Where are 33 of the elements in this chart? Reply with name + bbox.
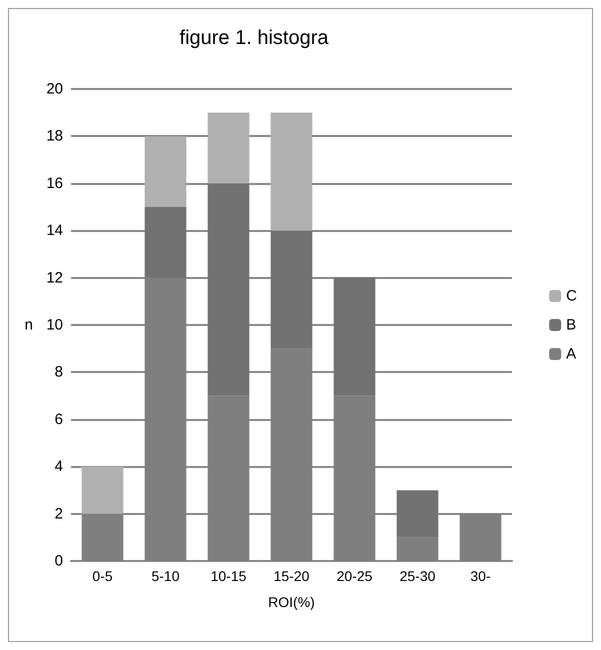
bar <box>82 466 124 514</box>
y-tick-label: 20 <box>46 80 63 98</box>
y-tick-label: 4 <box>54 458 63 476</box>
y-tick-label: 6 <box>54 410 63 428</box>
x-tick-label: 0-5 <box>92 568 113 584</box>
legend-label: C <box>566 288 578 304</box>
x-tick-label: 30- <box>470 568 491 584</box>
legend-label: A <box>566 346 576 362</box>
y-tick-label: 2 <box>54 505 63 522</box>
y-tick-label: 14 <box>46 222 63 240</box>
bar <box>396 490 438 538</box>
x-axis-title: ROI(%) <box>268 594 315 610</box>
y-tick-label: 8 <box>54 364 63 381</box>
bar <box>270 230 312 349</box>
y-tick-label: 0 <box>54 552 63 570</box>
chart-title: figure 1. histogra <box>180 27 330 49</box>
y-tick-label: 12 <box>46 269 63 286</box>
x-tick-label: 25-30 <box>400 568 436 584</box>
y-tick-label: 10 <box>46 316 63 334</box>
bar <box>270 112 312 231</box>
bar <box>144 136 186 207</box>
bar <box>208 112 250 184</box>
x-tick-label: 10-15 <box>210 568 247 584</box>
bar <box>208 183 250 396</box>
x-tick-label: 15-20 <box>274 568 310 584</box>
y-axis-title: n <box>24 316 33 334</box>
y-tick-label: 16 <box>46 174 63 192</box>
legend-label: B <box>566 316 576 334</box>
x-tick-label: 20-25 <box>336 568 373 584</box>
y-tick-label: 18 <box>46 128 63 145</box>
bar <box>144 207 186 278</box>
x-tick-label: 5-10 <box>151 568 180 584</box>
bar <box>334 278 376 396</box>
